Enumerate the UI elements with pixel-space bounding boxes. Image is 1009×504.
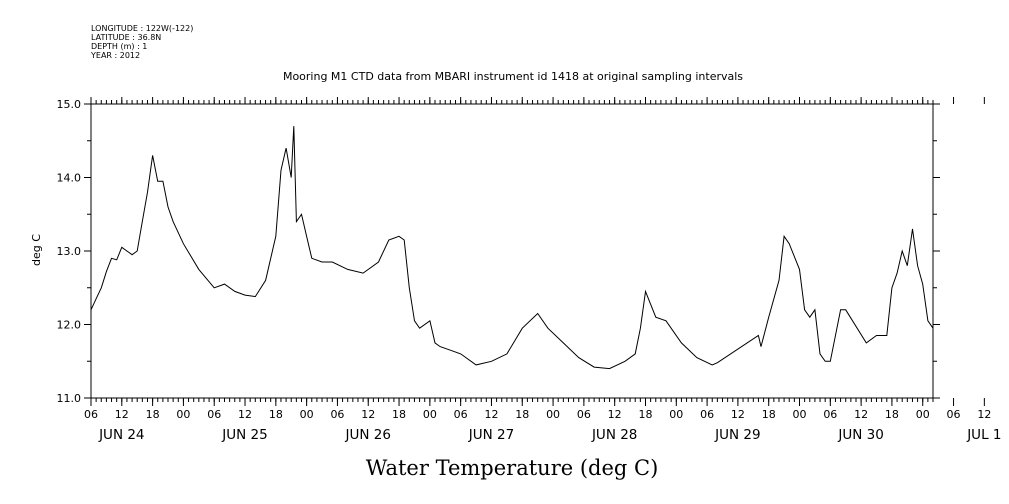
- y-axis-ticks: 11.0 12.0 13.0 14.0 15.0: [57, 98, 940, 405]
- x-tick-label: 00: [546, 408, 560, 421]
- x-tick-label: 12: [731, 408, 745, 421]
- x-tick-label: 12: [608, 408, 622, 421]
- x-tick-label: 00: [423, 408, 437, 421]
- x-tick-label: 06: [454, 408, 468, 421]
- x-tick-label: 06: [947, 408, 961, 421]
- x-tick-label: 06: [700, 408, 714, 421]
- bottom-title: Water Temperature (deg C): [366, 456, 659, 480]
- x-tick-label: 18: [392, 408, 406, 421]
- x-tick-label: 12: [361, 408, 375, 421]
- x-day-label: JUL 1: [966, 427, 1001, 443]
- x-tick-label: 12: [238, 408, 252, 421]
- x-tick-label: 00: [793, 408, 807, 421]
- plot-frame: [90, 103, 934, 399]
- meta-latitude: LATITUDE : 36.8N: [91, 33, 161, 42]
- y-tick-label: 15.0: [57, 98, 82, 111]
- x-day-label: JUN 27: [468, 427, 514, 443]
- x-tick-label: 00: [176, 408, 190, 421]
- minor-ticks: [90, 100, 934, 402]
- x-day-label: JUN 26: [345, 427, 391, 443]
- y-tick-label: 13.0: [57, 245, 82, 258]
- y-tick-label: 11.0: [57, 392, 82, 405]
- x-tick-label: 18: [762, 408, 776, 421]
- metadata-block: LONGITUDE : 122W(-122) LATITUDE : 36.8N …: [90, 24, 193, 60]
- x-tick-label: 12: [115, 408, 129, 421]
- x-tick-label: 18: [638, 408, 652, 421]
- x-tick-label: 00: [669, 408, 683, 421]
- x-tick-label: 18: [885, 408, 899, 421]
- x-tick-label: 00: [300, 408, 314, 421]
- x-tick-label: 06: [330, 408, 344, 421]
- x-tick-label: 06: [577, 408, 591, 421]
- y-tick-label: 12.0: [57, 319, 82, 332]
- meta-longitude: LONGITUDE : 122W(-122): [91, 24, 193, 33]
- x-day-label: JUN 29: [714, 427, 760, 443]
- x-tick-label: 00: [916, 408, 930, 421]
- x-day-label: JUN 28: [591, 427, 637, 443]
- x-tick-label: 12: [977, 408, 991, 421]
- x-day-label: JUN 24: [98, 427, 144, 443]
- x-tick-label: 12: [484, 408, 498, 421]
- x-day-label: JUN 30: [837, 427, 883, 443]
- x-tick-label: 18: [269, 408, 283, 421]
- meta-year: YEAR : 2012: [90, 51, 140, 60]
- y-axis-label: deg C: [30, 234, 43, 266]
- x-tick-label: 06: [823, 408, 837, 421]
- x-axis-ticks: 06 12 18 00 06 12 18 00 06 12 18 00 06 12 18 00 06 12 18 00…: [84, 97, 1009, 443]
- series-line: [90, 126, 934, 370]
- x-tick-label: 12: [854, 408, 868, 421]
- x-tick-label: 06: [84, 408, 98, 421]
- chart-title: Mooring M1 CTD data from MBARI instrumen…: [283, 70, 743, 83]
- x-tick-label: 06: [207, 408, 221, 421]
- meta-depth: DEPTH (m) : 1: [91, 42, 147, 51]
- y-tick-label: 14.0: [57, 172, 82, 185]
- x-tick-label: 18: [146, 408, 160, 421]
- x-day-label: JUN 25: [221, 427, 267, 443]
- x-tick-label: 18: [515, 408, 529, 421]
